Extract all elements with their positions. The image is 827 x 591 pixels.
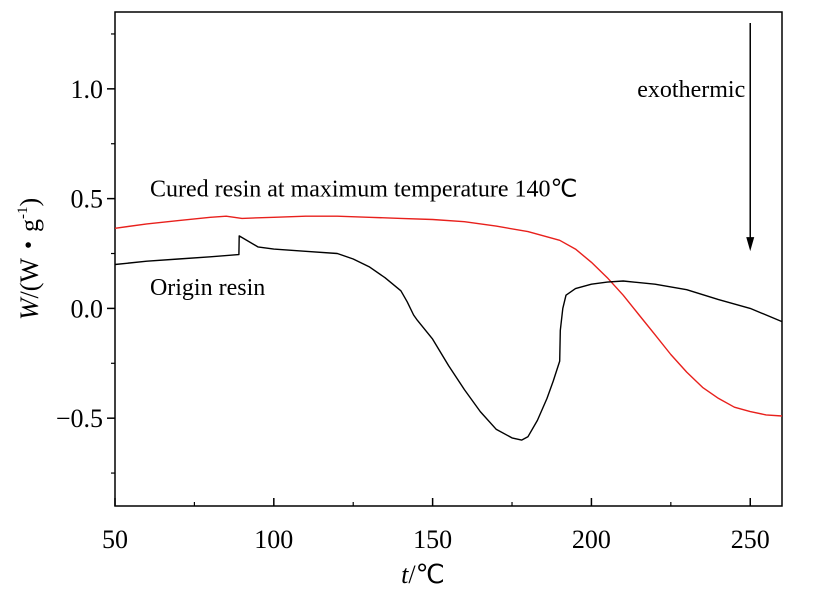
series-label-layer: Cured resin at maximum temperature 140℃ O… bbox=[150, 176, 578, 301]
origin-resin-label: Origin resin bbox=[150, 275, 265, 301]
x-axis-ticks: 50 100 150 200 250 bbox=[102, 498, 770, 554]
y-tick-label: 0.0 bbox=[71, 294, 104, 323]
y-axis-title: W/(W・g-1) bbox=[15, 198, 44, 320]
x-tick-label: 150 bbox=[413, 525, 452, 554]
x-axis-unit: /℃ bbox=[408, 560, 444, 589]
cured-resin-line bbox=[114, 215, 783, 417]
y-tick-label: −0.5 bbox=[56, 404, 103, 433]
x-tick-label: 100 bbox=[254, 525, 293, 554]
y-axis-variable: W bbox=[15, 296, 44, 320]
origin-resin-line bbox=[114, 235, 783, 441]
exothermic-label: exothermic bbox=[637, 77, 745, 103]
x-tick-label: 200 bbox=[572, 525, 611, 554]
y-axis-unit: /(W・g bbox=[15, 219, 44, 298]
y-axis-unit-exponent: -1 bbox=[15, 207, 31, 220]
plot-frame bbox=[114, 11, 783, 507]
y-axis-unit-close: ) bbox=[15, 198, 44, 207]
x-tick-label: 250 bbox=[731, 525, 770, 554]
x-axis-variable: t bbox=[401, 560, 409, 589]
x-axis-title: t/℃ bbox=[401, 560, 445, 589]
series-layer bbox=[114, 215, 783, 441]
y-tick-label: 1.0 bbox=[71, 75, 104, 104]
exothermic-arrowhead-icon bbox=[746, 237, 755, 252]
x-tick-label: 50 bbox=[102, 525, 128, 554]
cured-resin-label: Cured resin at maximum temperature 140℃ bbox=[150, 176, 578, 202]
y-axis-ticks: −0.5 0.0 0.5 1.0 bbox=[56, 33, 115, 474]
y-tick-label: 0.5 bbox=[71, 185, 104, 214]
